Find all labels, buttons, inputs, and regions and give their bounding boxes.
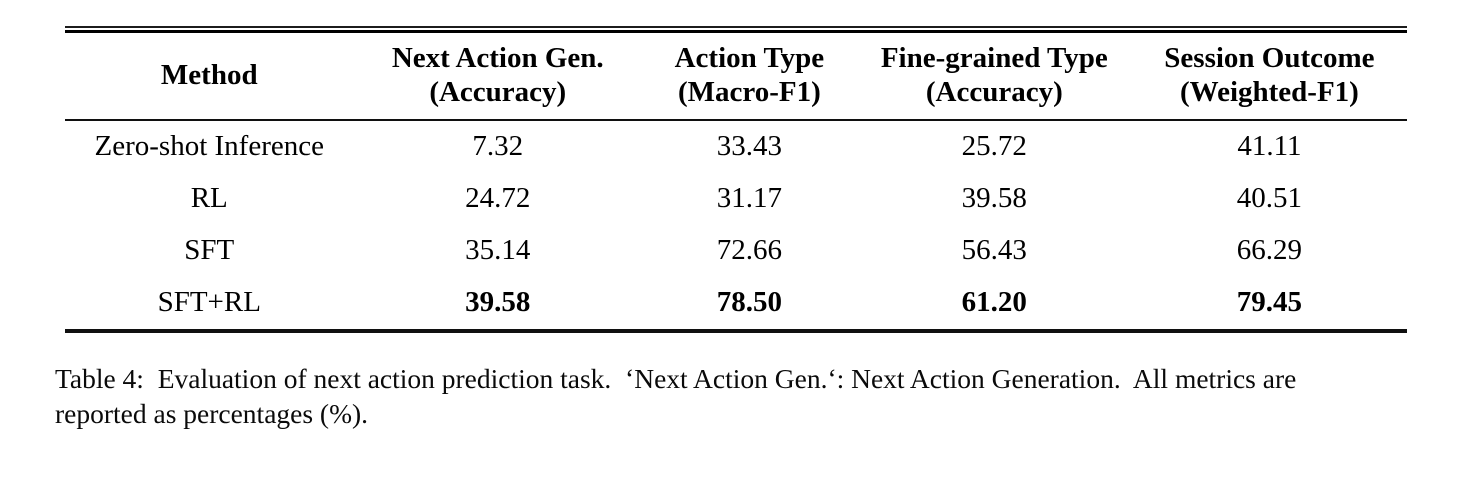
value-cell: 24.72 <box>465 182 531 214</box>
header-title: Action Type <box>674 42 825 74</box>
table-row-sft: SFT 35.14 72.66 56.43 66.29 <box>65 225 1407 277</box>
header-metric: (Weighted-F1) <box>1180 76 1359 108</box>
value-cell: 72.66 <box>716 234 783 266</box>
method-cell: SFT+RL <box>157 286 261 318</box>
header-metric: (Macro-F1) <box>678 76 821 108</box>
table-row-rl: RL 24.72 31.17 39.58 40.51 <box>65 173 1407 225</box>
table-header: Method Next Action Gen. (Accuracy) Actio… <box>65 31 1407 121</box>
column-header-session-outcome: Session Outcome (Weighted-F1) <box>1131 31 1407 121</box>
results-table: Method Next Action Gen. (Accuracy) Actio… <box>65 30 1407 333</box>
header-row: Method Next Action Gen. (Accuracy) Actio… <box>65 31 1407 121</box>
header-title: Next Action Gen. <box>391 42 604 74</box>
column-header-action-type: Action Type (Macro-F1) <box>642 31 857 121</box>
value-cell: 41.11 <box>1237 130 1302 162</box>
header-title: Fine-grained Type <box>880 42 1108 74</box>
method-cell: SFT <box>184 234 235 266</box>
value-cell: 61.20 <box>961 286 1027 318</box>
header-metric: (Accuracy) <box>429 76 567 108</box>
caption-line-1: Table 4: Evaluation of next action predi… <box>55 363 1297 394</box>
table-row-sft-rl: SFT+RL 39.58 78.50 61.20 79.45 <box>65 277 1407 331</box>
value-cell: 33.43 <box>716 130 783 162</box>
value-cell: 78.50 <box>716 286 783 318</box>
column-header-next-action-gen: Next Action Gen. (Accuracy) <box>353 31 643 121</box>
value-cell: 39.58 <box>961 182 1027 214</box>
column-header-method: Method <box>65 31 354 121</box>
column-header-fine-grained-type: Fine-grained Type (Accuracy) <box>856 31 1132 121</box>
value-cell: 35.14 <box>465 234 531 266</box>
table-caption: Table 4: Evaluation of next action predi… <box>55 361 1430 431</box>
value-cell: 66.29 <box>1236 234 1303 266</box>
method-cell: Zero-shot Inference <box>94 130 324 162</box>
method-cell: RL <box>190 182 228 214</box>
header-title: Method <box>160 59 258 91</box>
value-cell: 7.32 <box>472 130 524 162</box>
value-cell: 31.17 <box>716 182 783 214</box>
value-cell: 40.51 <box>1236 182 1303 214</box>
table-row-zero-shot: Zero-shot Inference 7.32 33.43 25.72 41.… <box>65 120 1407 173</box>
table-body: Zero-shot Inference 7.32 33.43 25.72 41.… <box>65 120 1407 331</box>
value-cell: 56.43 <box>961 234 1027 266</box>
value-cell: 25.72 <box>961 130 1027 162</box>
caption-line-2: reported as percentages (%). <box>55 398 369 429</box>
header-title: Session Outcome <box>1164 42 1375 74</box>
paper-page: Method Next Action Gen. (Accuracy) Actio… <box>0 26 1467 431</box>
value-cell: 39.58 <box>465 286 531 318</box>
header-metric: (Accuracy) <box>925 76 1063 108</box>
value-cell: 79.45 <box>1236 286 1303 318</box>
results-table-container: Method Next Action Gen. (Accuracy) Actio… <box>65 26 1407 333</box>
